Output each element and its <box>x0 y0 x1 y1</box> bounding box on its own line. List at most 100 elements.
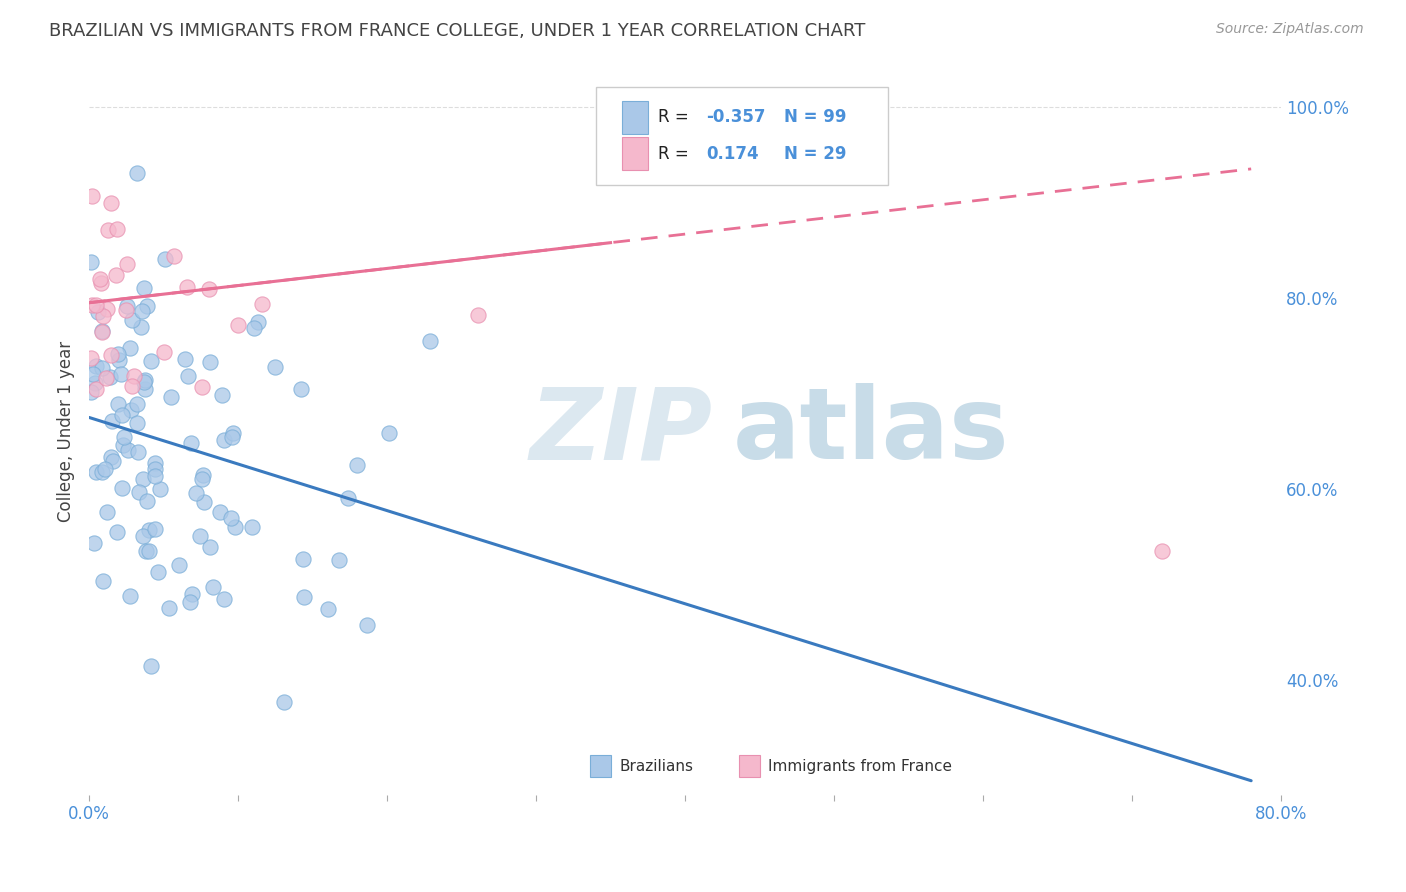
Text: ZIP: ZIP <box>530 384 713 480</box>
Point <box>121 313 143 327</box>
Point <box>129 320 152 334</box>
Point <box>240 520 263 534</box>
Point <box>290 382 312 396</box>
Point <box>108 353 131 368</box>
Point <box>122 368 145 383</box>
Point <box>127 445 149 459</box>
Y-axis label: College, Under 1 year: College, Under 1 year <box>58 342 75 523</box>
Point <box>134 382 156 396</box>
Point <box>212 592 235 607</box>
Point <box>120 402 142 417</box>
Text: Source: ZipAtlas.com: Source: ZipAtlas.com <box>1216 22 1364 37</box>
Point <box>110 367 132 381</box>
Point <box>96 302 118 317</box>
Point <box>224 520 246 534</box>
Point <box>94 462 117 476</box>
Point <box>82 189 104 203</box>
Point <box>138 523 160 537</box>
Point <box>80 298 103 312</box>
Point <box>153 345 176 359</box>
Point <box>143 462 166 476</box>
Point <box>214 434 236 448</box>
Point <box>105 222 128 236</box>
Text: R =: R = <box>658 145 693 162</box>
Point <box>221 430 243 444</box>
Point <box>132 529 155 543</box>
Point <box>377 425 399 440</box>
Point <box>97 223 120 237</box>
Point <box>188 528 211 542</box>
Point <box>145 469 167 483</box>
Point <box>190 380 212 394</box>
Point <box>292 552 315 566</box>
Point <box>96 371 118 385</box>
Point <box>191 472 214 486</box>
Point <box>221 511 243 525</box>
Point <box>80 351 103 365</box>
FancyBboxPatch shape <box>596 87 887 185</box>
Point <box>117 442 139 457</box>
Point <box>107 396 129 410</box>
Point <box>135 494 157 508</box>
Point <box>346 458 368 472</box>
Point <box>208 506 231 520</box>
Point <box>139 658 162 673</box>
Point <box>467 308 489 322</box>
FancyBboxPatch shape <box>589 756 612 777</box>
Point <box>111 481 134 495</box>
Text: Immigrants from France: Immigrants from France <box>769 758 952 773</box>
Text: -0.357: -0.357 <box>706 108 766 126</box>
Point <box>125 416 148 430</box>
FancyBboxPatch shape <box>621 137 648 169</box>
Point <box>153 252 176 266</box>
Point <box>107 347 129 361</box>
Point <box>125 166 148 180</box>
Point <box>100 196 122 211</box>
Point <box>202 580 225 594</box>
Point <box>246 315 269 329</box>
Point <box>141 353 163 368</box>
Point <box>115 303 138 318</box>
Point <box>226 318 249 333</box>
Point <box>318 601 340 615</box>
Point <box>163 249 186 263</box>
Point <box>83 536 105 550</box>
Point <box>131 303 153 318</box>
Point <box>121 379 143 393</box>
Point <box>134 373 156 387</box>
Point <box>104 268 127 283</box>
Point <box>167 558 190 573</box>
Point <box>111 408 134 422</box>
Point <box>101 454 124 468</box>
Point <box>138 544 160 558</box>
Point <box>222 425 245 440</box>
Point <box>87 305 110 319</box>
Point <box>128 484 150 499</box>
Point <box>90 465 112 479</box>
Text: 0.174: 0.174 <box>706 145 759 162</box>
Point <box>198 355 221 369</box>
Point <box>111 438 134 452</box>
Point <box>176 280 198 294</box>
Point <box>136 299 159 313</box>
Point <box>100 348 122 362</box>
Point <box>82 367 104 381</box>
Point <box>179 595 201 609</box>
Point <box>328 552 350 566</box>
Point <box>173 351 195 366</box>
Point <box>100 450 122 465</box>
Point <box>105 524 128 539</box>
Point <box>198 540 221 554</box>
Point <box>84 376 107 391</box>
Point <box>143 457 166 471</box>
Point <box>132 281 155 295</box>
FancyBboxPatch shape <box>738 756 761 777</box>
Point <box>197 282 219 296</box>
Point <box>90 276 112 290</box>
Point <box>91 325 114 339</box>
Point <box>273 695 295 709</box>
Point <box>91 574 114 589</box>
Point <box>98 370 121 384</box>
Point <box>242 321 264 335</box>
Point <box>118 341 141 355</box>
